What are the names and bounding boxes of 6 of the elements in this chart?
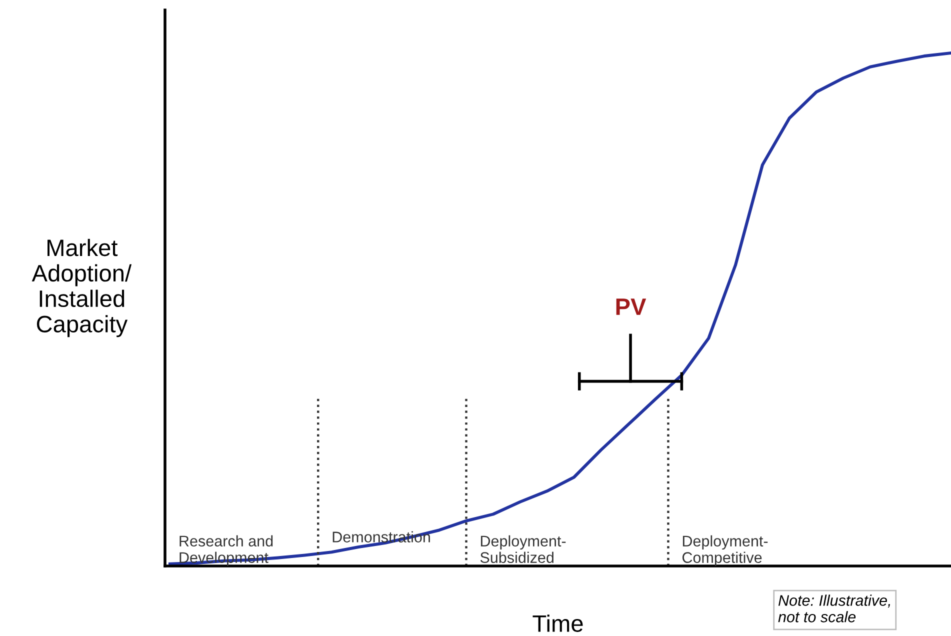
text: Note: Illustrative, not to scale xyxy=(778,594,890,622)
annotation: PV xyxy=(616,298,646,315)
y-axis-title: Market Adoption/ Installed Capacity xyxy=(32,238,132,338)
annotation: Deployment- Competitive xyxy=(682,535,768,566)
annotation: Deployment- Subsidized xyxy=(480,535,566,563)
x-axis-title: Time xyxy=(532,614,583,632)
